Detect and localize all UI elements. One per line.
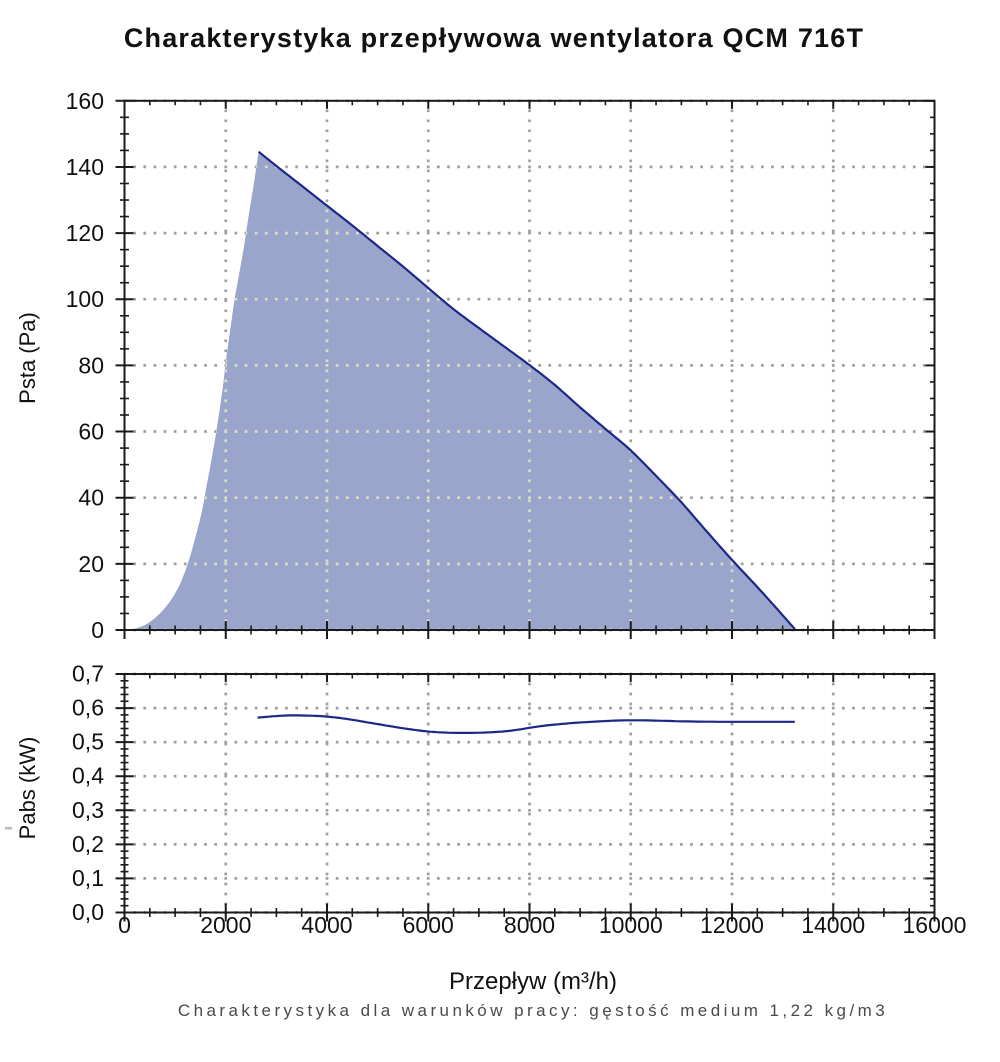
svg-text:10000: 10000	[599, 912, 663, 938]
svg-text:0: 0	[118, 912, 131, 938]
svg-text:4000: 4000	[301, 912, 352, 938]
svg-text:0,7: 0,7	[72, 661, 104, 687]
svg-text:0,5: 0,5	[72, 729, 104, 755]
svg-text:0,6: 0,6	[72, 695, 104, 721]
svg-text:Przepływ (m³/h): Przepływ (m³/h)	[449, 968, 617, 995]
svg-text:160: 160	[66, 88, 104, 114]
svg-text:0,0: 0,0	[72, 899, 104, 925]
svg-text:14000: 14000	[801, 912, 865, 938]
svg-text:Pabs (kW): Pabs (kW)	[15, 737, 40, 840]
svg-text:12000: 12000	[700, 912, 764, 938]
svg-text:2000: 2000	[200, 912, 251, 938]
svg-text:16000: 16000	[903, 912, 967, 938]
svg-text:80: 80	[78, 352, 104, 378]
svg-text:8000: 8000	[504, 912, 555, 938]
svg-text:Charakterystyka dla warunków p: Charakterystyka dla warunków pracy: gęst…	[178, 1001, 888, 1020]
svg-text:6000: 6000	[403, 912, 454, 938]
svg-text:20: 20	[78, 551, 104, 577]
svg-text:0,2: 0,2	[72, 831, 104, 857]
svg-text:120: 120	[66, 220, 104, 246]
svg-text:Psta (Pa): Psta (Pa)	[15, 312, 40, 404]
svg-text:0,1: 0,1	[72, 865, 104, 891]
svg-text:0,3: 0,3	[72, 797, 104, 823]
svg-text:Charakterystyka przepływowa we: Charakterystyka przepływowa wentylatora …	[124, 23, 864, 53]
svg-text:40: 40	[78, 485, 104, 511]
svg-text:60: 60	[78, 419, 104, 445]
svg-text:140: 140	[66, 154, 104, 180]
svg-text:0: 0	[91, 617, 104, 643]
svg-text:0,4: 0,4	[72, 763, 104, 789]
svg-text:100: 100	[66, 286, 104, 312]
